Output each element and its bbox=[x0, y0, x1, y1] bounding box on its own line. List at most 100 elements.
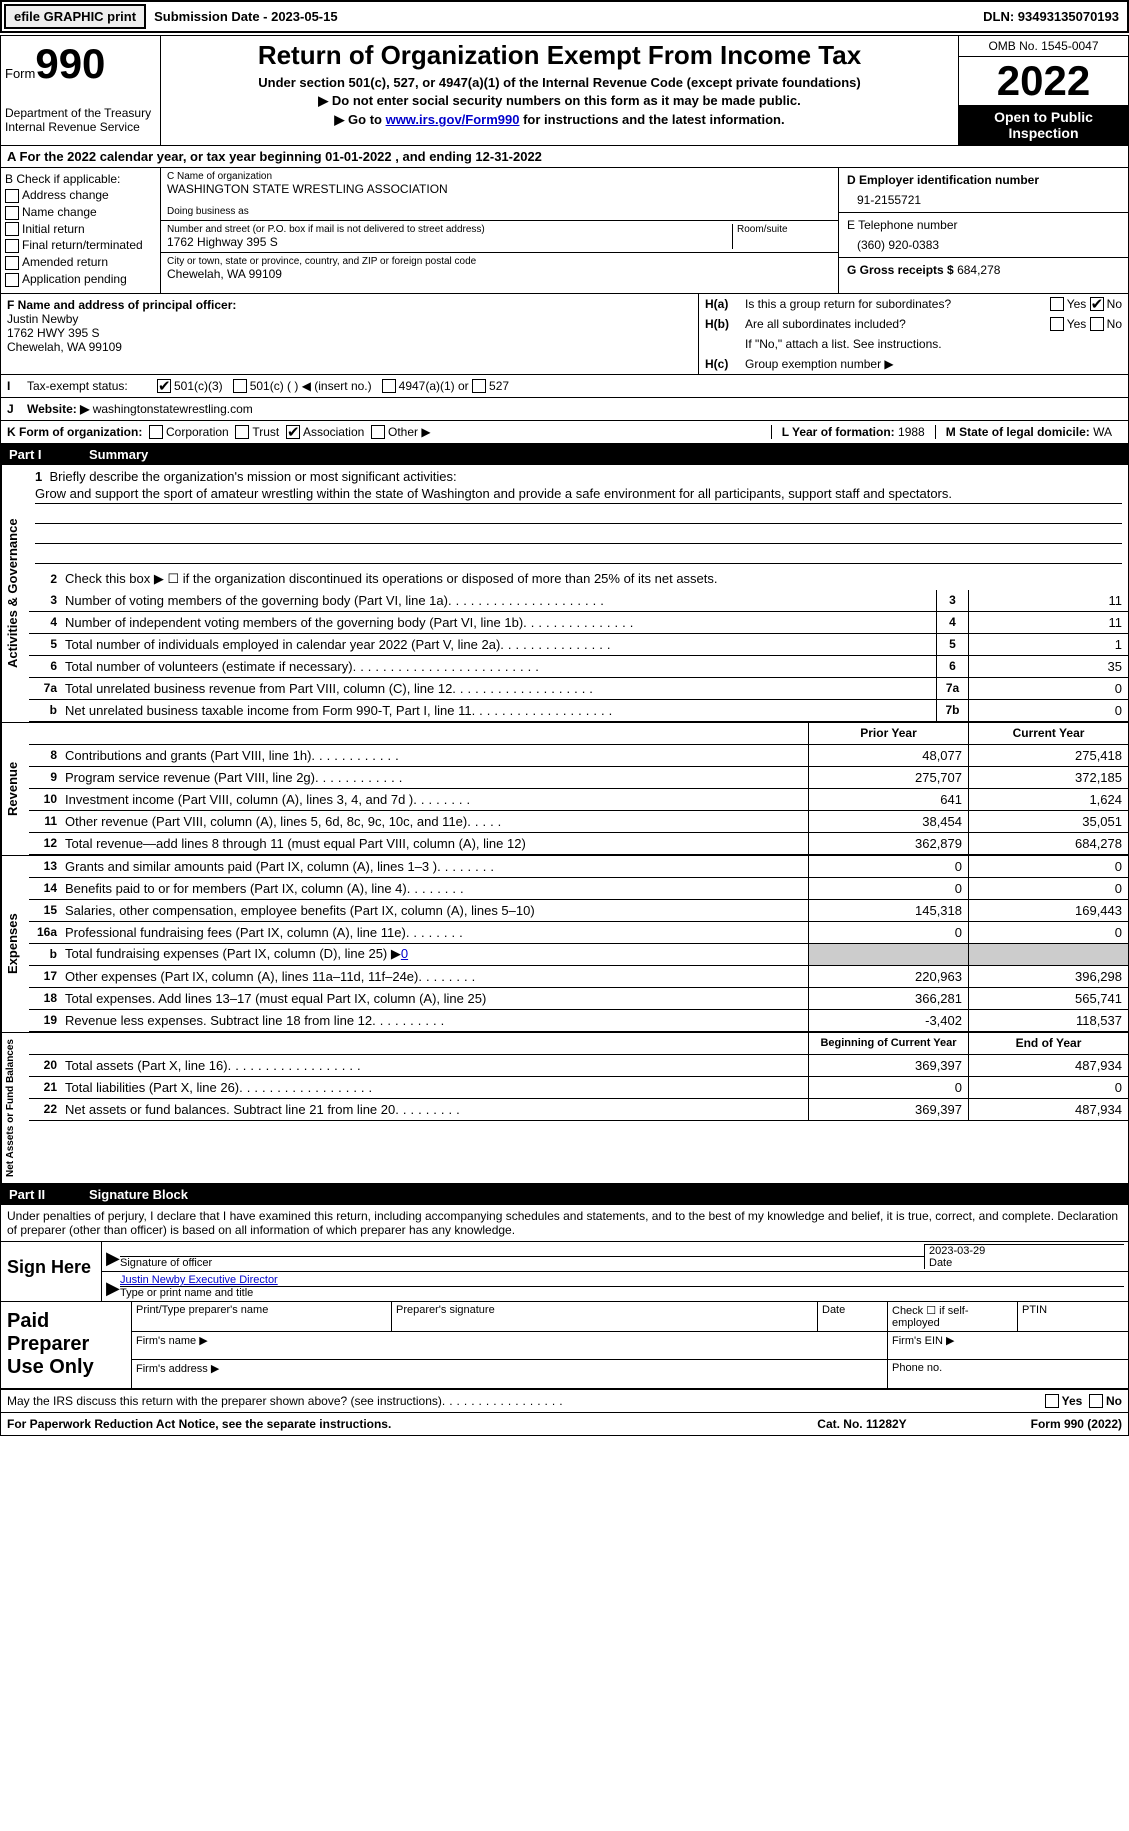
prep-sig-label: Preparer's signature bbox=[392, 1302, 818, 1331]
opt-corp: Corporation bbox=[166, 425, 229, 439]
footer-left: For Paperwork Reduction Act Notice, see … bbox=[7, 1417, 762, 1431]
city-row: City or town, state or province, country… bbox=[161, 253, 838, 284]
arrow-icon: ▶ bbox=[106, 1248, 120, 1269]
officer-name: Justin Newby bbox=[7, 312, 692, 326]
line-7a: 7a Total unrelated business revenue from… bbox=[29, 678, 1128, 700]
street-address: 1762 Highway 395 S bbox=[167, 235, 732, 249]
j-label: J bbox=[7, 402, 27, 416]
ha-text: Is this a group return for subordinates? bbox=[745, 297, 1050, 311]
chk-assoc[interactable] bbox=[286, 425, 300, 439]
ha-label: H(a) bbox=[705, 297, 745, 311]
form-title: Return of Organization Exempt From Incom… bbox=[165, 40, 954, 71]
chk-initial-return[interactable]: Initial return bbox=[5, 222, 156, 237]
sig-officer-label: Signature of officer bbox=[120, 1256, 924, 1269]
row-a-calendar: A For the 2022 calendar year, or tax yea… bbox=[1, 146, 1128, 168]
room-suite-label: Room/suite bbox=[732, 224, 832, 249]
chk-amended[interactable]: Amended return bbox=[5, 255, 156, 270]
line-4: 4 Number of independent voting members o… bbox=[29, 612, 1128, 634]
k-label: K Form of organization: bbox=[7, 425, 142, 439]
phone-block: E Telephone number (360) 920-0383 bbox=[839, 213, 1128, 258]
may-irs-discuss: May the IRS discuss this return with the… bbox=[1, 1390, 1128, 1413]
state-domicile: WA bbox=[1093, 425, 1112, 439]
prep-date-label: Date bbox=[818, 1302, 888, 1331]
row-j-website: J Website: ▶ washingtonstatewrestling.co… bbox=[1, 398, 1128, 421]
mission-text: Grow and support the sport of amateur wr… bbox=[35, 484, 1122, 504]
col-h-group: H(a) Is this a group return for subordin… bbox=[698, 294, 1128, 374]
line5-val: 1 bbox=[968, 634, 1128, 655]
irs-no-chk[interactable] bbox=[1089, 1394, 1103, 1408]
org-name-row: C Name of organization WASHINGTON STATE … bbox=[161, 168, 838, 221]
hb-text: Are all subordinates included? bbox=[745, 317, 1050, 331]
chk-4947[interactable] bbox=[382, 379, 396, 393]
firm-addr-label: Firm's address ▶ bbox=[132, 1360, 888, 1388]
revenue-section: Revenue Prior Year Current Year 8Contrib… bbox=[1, 723, 1128, 856]
chk-final-return[interactable]: Final return/terminated bbox=[5, 238, 156, 253]
chk-corp[interactable] bbox=[149, 425, 163, 439]
header-right: OMB No. 1545-0047 2022 Open to Public In… bbox=[958, 36, 1128, 145]
chk-other[interactable] bbox=[371, 425, 385, 439]
officer-addr1: 1762 HWY 395 S bbox=[7, 326, 692, 340]
officer-name-link[interactable]: Justin Newby Executive Director bbox=[120, 1274, 278, 1286]
firm-phone-label: Phone no. bbox=[888, 1360, 1128, 1388]
ag-body: 1 Briefly describe the organization's mi… bbox=[29, 465, 1128, 722]
line-16b: bTotal fundraising expenses (Part IX, co… bbox=[29, 944, 1128, 966]
line-21: 21Total liabilities (Part X, line 26)...… bbox=[29, 1077, 1128, 1099]
line-13: 13Grants and similar amounts paid (Part … bbox=[29, 856, 1128, 878]
addr-label: Number and street (or P.O. box if mail i… bbox=[167, 224, 732, 235]
prep-row-1: Print/Type preparer's name Preparer's si… bbox=[132, 1302, 1128, 1332]
chk-trust[interactable] bbox=[235, 425, 249, 439]
hc-text: Group exemption number ▶ bbox=[745, 357, 894, 371]
opt-trust: Trust bbox=[252, 425, 279, 439]
line7a-val: 0 bbox=[968, 678, 1128, 699]
eoy-hdr: End of Year bbox=[968, 1033, 1128, 1054]
org-name-label: C Name of organization bbox=[167, 171, 832, 182]
top-bar: efile GRAPHIC print Submission Date - 20… bbox=[0, 0, 1129, 33]
irs-link[interactable]: www.irs.gov/Form990 bbox=[386, 112, 520, 127]
part2-title: Signature Block bbox=[89, 1187, 188, 1202]
year-formation: 1988 bbox=[898, 425, 925, 439]
part-2-header: Part II Signature Block bbox=[1, 1184, 1128, 1205]
hb-yes-chk[interactable] bbox=[1050, 317, 1064, 331]
footer-right: Form 990 (2022) bbox=[962, 1417, 1122, 1431]
chk-name-change[interactable]: Name change bbox=[5, 205, 156, 220]
chk-app-pending[interactable]: Application pending bbox=[5, 272, 156, 287]
name-title-label: Type or print name and title bbox=[120, 1287, 1124, 1299]
chk-501c3[interactable] bbox=[157, 379, 171, 393]
line-15: 15Salaries, other compensation, employee… bbox=[29, 900, 1128, 922]
row-k-form-org: K Form of organization: Corporation Trus… bbox=[1, 421, 1128, 444]
boy-hdr: Beginning of Current Year bbox=[808, 1033, 968, 1054]
firm-name-label: Firm's name ▶ bbox=[132, 1332, 888, 1359]
efile-button[interactable]: efile GRAPHIC print bbox=[4, 4, 146, 29]
firm-ein-label: Firm's EIN ▶ bbox=[888, 1332, 1128, 1359]
subtitle-2: ▶ Do not enter social security numbers o… bbox=[165, 93, 954, 109]
city-state-zip: Chewelah, WA 99109 bbox=[167, 267, 832, 281]
address-row: Number and street (or P.O. box if mail i… bbox=[161, 221, 838, 253]
col-f-officer: F Name and address of principal officer:… bbox=[1, 294, 698, 374]
irs-yes-chk[interactable] bbox=[1045, 1394, 1059, 1408]
form-label: Form bbox=[5, 66, 35, 81]
chk-address-change[interactable]: Address change bbox=[5, 188, 156, 203]
vlabel-exp: Expenses bbox=[1, 856, 29, 1032]
chk-527[interactable] bbox=[472, 379, 486, 393]
gross-receipts: G Gross receipts $ 684,278 bbox=[839, 258, 1128, 282]
section-f-h: F Name and address of principal officer:… bbox=[1, 294, 1128, 375]
h-a-row: H(a) Is this a group return for subordin… bbox=[699, 294, 1128, 314]
chk-501c[interactable] bbox=[233, 379, 247, 393]
vlabel-rev: Revenue bbox=[1, 723, 29, 855]
boy-eoy-header: Beginning of Current Year End of Year bbox=[29, 1033, 1128, 1055]
i-label: I bbox=[7, 379, 27, 393]
form-header: Form990 Department of the Treasury Inter… bbox=[1, 36, 1128, 146]
header-middle: Return of Organization Exempt From Incom… bbox=[161, 36, 958, 145]
subtitle-1: Under section 501(c), 527, or 4947(a)(1)… bbox=[165, 75, 954, 90]
ha-yes-chk[interactable] bbox=[1050, 297, 1064, 311]
ein-label: D Employer identification number bbox=[847, 173, 1039, 187]
sig-date-val: 2023-03-29 bbox=[929, 1245, 1124, 1257]
fundraising-link[interactable]: 0 bbox=[401, 946, 408, 961]
hb-no-chk[interactable] bbox=[1090, 317, 1104, 331]
ha-no-chk[interactable] bbox=[1090, 297, 1104, 311]
gross-value: 684,278 bbox=[957, 263, 1000, 277]
signature-intro: Under penalties of perjury, I declare th… bbox=[1, 1205, 1128, 1242]
ha-no: No bbox=[1107, 297, 1122, 311]
city-label: City or town, state or province, country… bbox=[167, 256, 832, 267]
prep-row-3: Firm's address ▶ Phone no. bbox=[132, 1360, 1128, 1388]
